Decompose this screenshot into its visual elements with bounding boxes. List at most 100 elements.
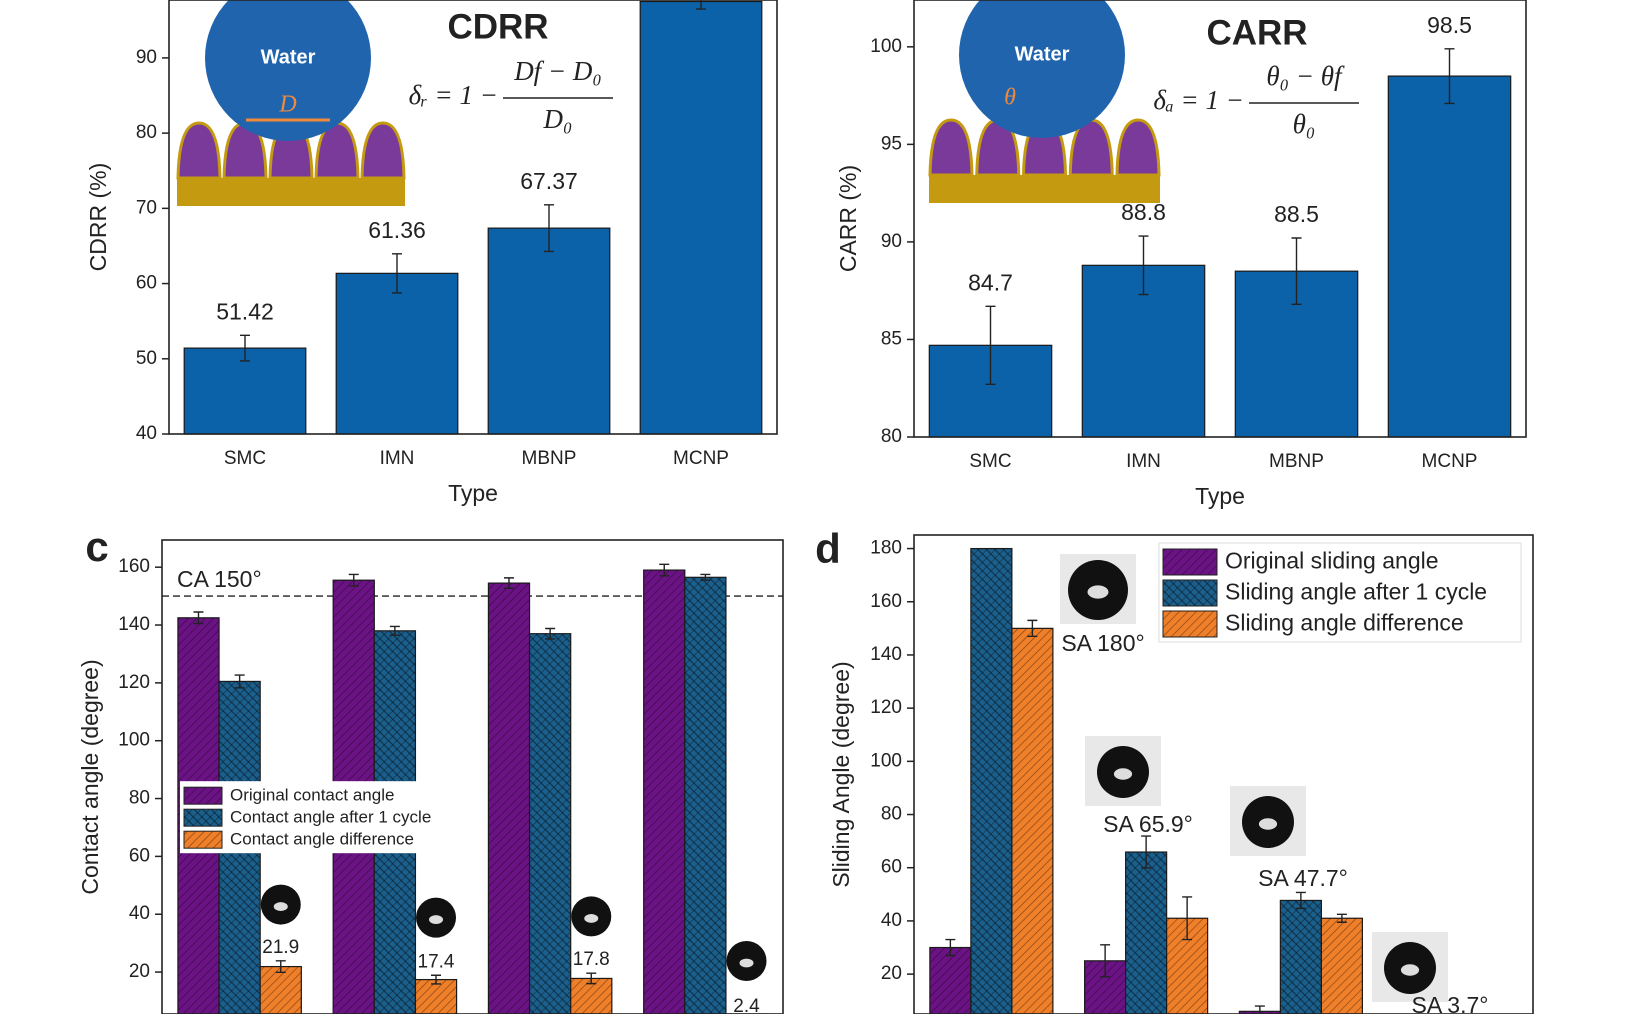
error-bar [1295,891,1306,910]
y-tick-label: 160 [870,591,902,612]
x-tick-label: SMC [969,451,1011,472]
x-tick-label: SMC [224,448,266,469]
y-tick-label: 20 [881,963,902,984]
error-bar [1182,896,1193,941]
legend-label: Original contact angle [230,786,394,805]
droplet-highlight [1113,768,1133,780]
bar [1279,899,1322,1014]
inset-droplet [205,0,371,141]
y-tick-label: 40 [129,903,150,924]
error-bar [1027,619,1038,638]
bar [414,978,458,1014]
error-bar [1291,237,1302,306]
bar [570,977,613,1014]
error-bar [431,974,442,985]
reference-label: CA 150° [177,566,262,592]
bar [259,965,302,1014]
x-tick-label: IMN [380,448,415,469]
y-tick-label: 80 [881,804,902,825]
bar [684,576,727,1014]
droplet-highlight [1087,585,1109,599]
y-axis-label: Sliding Angle (degree) [828,661,854,887]
error-bar [234,674,245,689]
error-bar [1138,235,1149,296]
inset-droplet [959,0,1125,138]
legend-swatch [183,786,223,805]
annotation: SA 65.9° [1103,811,1193,837]
inset-bump [1115,118,1161,177]
plot-frame [161,539,784,1014]
droplet-highlight [429,915,444,924]
error-bar [1444,48,1455,105]
y-axis-label: Contact angle (degree) [77,659,103,894]
y-tick-label: 50 [136,348,157,369]
error-bar [696,0,706,10]
value-label: 84.7 [968,269,1013,295]
x-tick-label: MBNP [1269,451,1324,472]
error-bar [586,972,597,985]
y-tick-label: 60 [129,845,150,866]
x-tick-label: MCNP [1422,451,1478,472]
y-tick-label: 40 [136,423,157,444]
droplet-highlight [1400,964,1420,976]
x-axis-label: Type [1195,483,1245,509]
equation: θ₀ − θf [1266,61,1345,91]
inset-label: θ [1004,85,1016,111]
error-bar [275,960,286,974]
droplet-highlight [1258,818,1278,830]
value-label: 98.5 [1427,12,1472,38]
equation: Df − D₀ [513,56,602,86]
equation: δᵣ = 1 − [409,80,498,110]
y-tick-label: 80 [136,122,157,143]
error-bar [659,563,670,577]
y-tick-label: 20 [129,961,150,982]
value-label: 61.36 [368,217,426,243]
value-label: 88.8 [1121,199,1166,225]
x-tick-label: MBNP [522,448,577,469]
x-axis-label: Type [448,480,498,506]
error-bar [389,625,400,636]
error-bar [193,611,204,625]
chart-title: CDRR [447,7,548,46]
equation: δₐ = 1 − [1153,85,1244,115]
legend-box [180,781,440,854]
droplet-highlight [739,958,754,968]
bar [1011,627,1054,1014]
value-label: 2.4 [733,996,760,1014]
bar [643,569,686,1014]
error-bar [945,938,956,957]
y-tick-label: 90 [881,231,902,252]
legend-swatch [183,830,223,849]
error-bar [503,577,514,589]
error-bar [1100,944,1111,978]
plot-frame [913,534,1534,1014]
annotation: SA 47.7° [1258,865,1348,891]
legend-swatch [1162,610,1218,638]
y-tick-label: 70 [136,197,157,218]
error-bar [1254,1005,1265,1014]
inset-substrate [929,175,1160,203]
bar [335,272,459,435]
plot-frame [168,0,778,435]
legend-label: Contact angle difference [230,830,414,849]
y-axis-label: CARR (%) [835,165,861,272]
annotation: SA 180° [1061,630,1144,656]
value-label: 88.5 [1274,201,1319,227]
y-tick-label: 85 [881,328,902,349]
y-tick-label: 140 [118,614,150,635]
error-bar [1141,835,1152,869]
error-bar [544,204,554,253]
legend-label: Original sliding angle [1225,548,1439,574]
chart-title: CARR [1206,13,1307,52]
legend-box [1158,542,1522,643]
bar [487,227,611,435]
y-tick-label: 100 [870,750,902,771]
y-tick-label: 60 [881,857,902,878]
value-label: 17.4 [418,951,455,972]
bar [528,633,572,1014]
inset-bump [928,118,974,177]
bar [487,582,531,1014]
y-tick-label: 80 [881,426,902,447]
bar [1387,75,1512,438]
